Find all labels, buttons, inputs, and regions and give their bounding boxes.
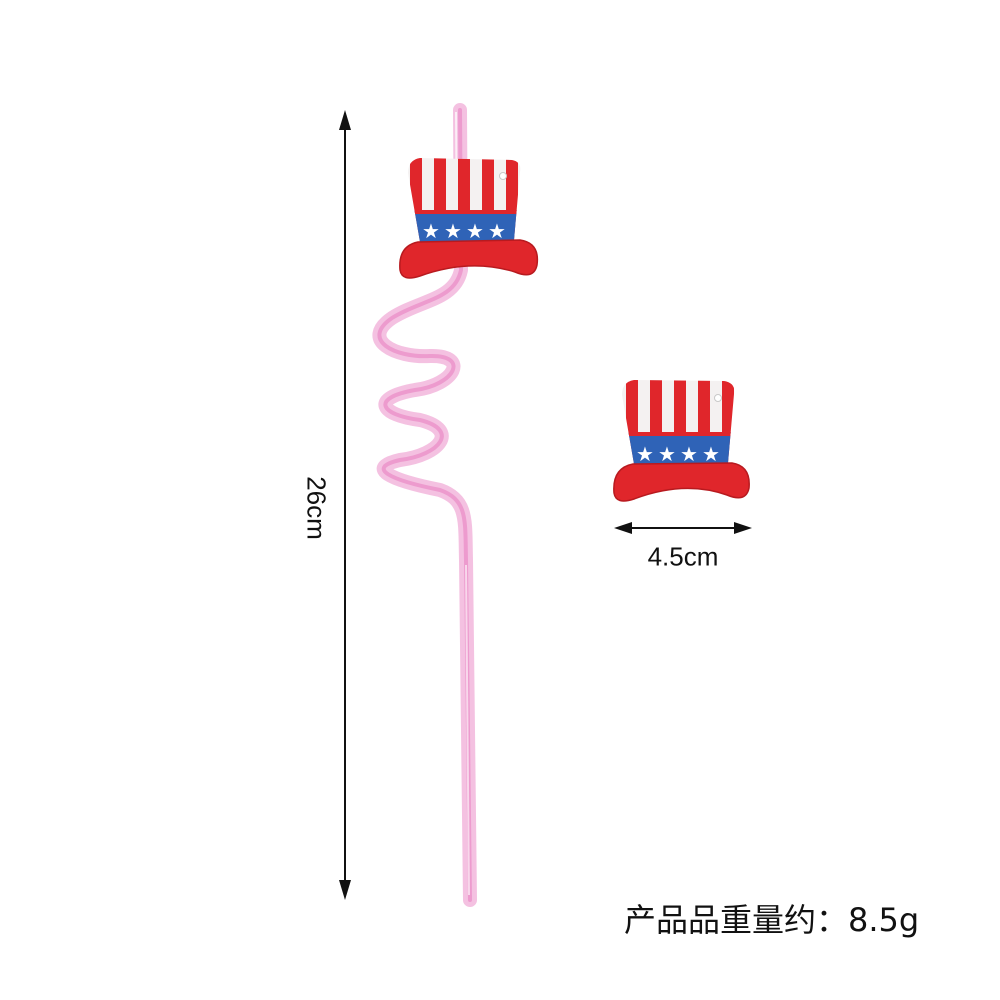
topper-width-label: 4.5cm: [647, 541, 719, 572]
hat-topper-on-straw: ★ ★ ★ ★: [399, 158, 539, 279]
svg-text:★: ★: [466, 219, 484, 243]
svg-text:★: ★: [488, 219, 506, 243]
hat-topper-detail: ★ ★ ★ ★: [613, 380, 750, 502]
svg-text:★: ★: [702, 442, 720, 466]
width-dimension-arrow: [614, 522, 752, 534]
height-dimension-arrow: [339, 110, 351, 900]
svg-text:★: ★: [658, 442, 676, 466]
svg-text:★: ★: [444, 219, 462, 243]
straw-length-label: 26cm: [301, 476, 332, 540]
svg-text:★: ★: [680, 442, 698, 466]
svg-text:★: ★: [636, 442, 654, 466]
svg-text:★: ★: [422, 219, 440, 243]
product-weight-note: 产品品重量约：8.5g: [624, 901, 920, 939]
